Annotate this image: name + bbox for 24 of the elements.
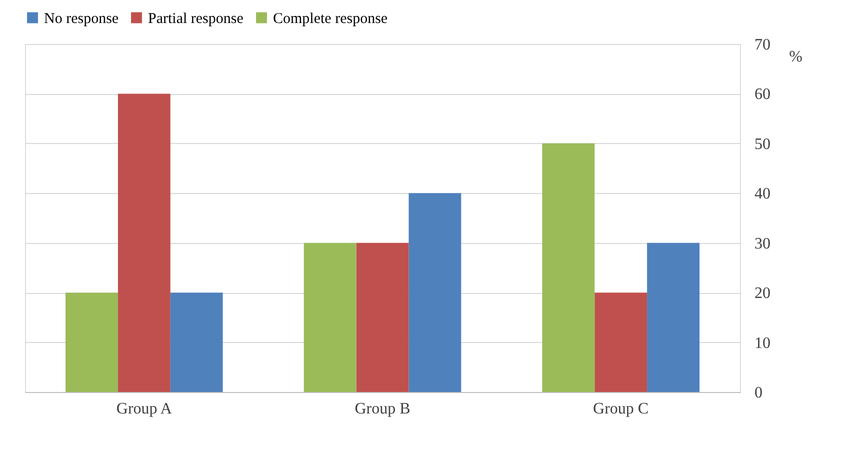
- legend-label: Partial response: [148, 10, 244, 27]
- x-tick-label: Group C: [593, 400, 649, 418]
- y-tick-label: 0: [754, 384, 762, 402]
- y-tick-label: 30: [754, 235, 770, 252]
- bar: [594, 292, 648, 392]
- bar: [408, 193, 462, 392]
- bar: [356, 242, 409, 392]
- y-tick-label: 20: [754, 285, 770, 302]
- legend-label: Complete response: [273, 10, 388, 27]
- bar: [170, 292, 223, 392]
- y-axis-title: %: [789, 48, 802, 66]
- bar: [304, 242, 356, 392]
- y-tick-label: 40: [754, 186, 770, 203]
- y-tick-label: 70: [754, 36, 770, 54]
- y-tick-label: 50: [754, 136, 770, 153]
- bar: [647, 242, 700, 392]
- bar: [118, 94, 170, 392]
- legend-label: No response: [44, 10, 119, 27]
- x-tick-label: Group A: [116, 400, 172, 418]
- bar: [542, 143, 595, 392]
- y-tick-label: 60: [754, 86, 770, 104]
- bar: [66, 292, 118, 392]
- y-tick-label: 10: [754, 334, 770, 352]
- x-tick-label: Group B: [354, 400, 410, 418]
